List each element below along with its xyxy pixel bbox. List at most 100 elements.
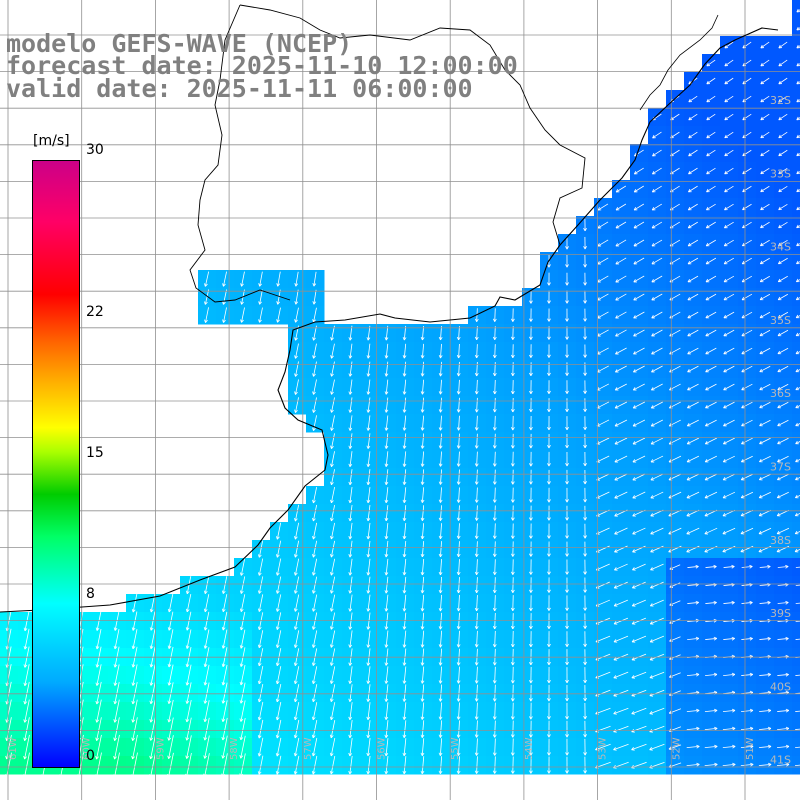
wind-arrow xyxy=(583,416,587,431)
wind-arrow xyxy=(293,719,300,739)
wind-arrow xyxy=(583,272,587,286)
wind-arrow xyxy=(565,487,569,503)
wind-arrow xyxy=(167,735,174,760)
wind-arrow xyxy=(239,700,246,722)
wind-arrow xyxy=(760,149,770,157)
wind-arrow xyxy=(633,185,644,193)
wind-arrow xyxy=(438,523,443,540)
wind-arrow xyxy=(651,383,663,391)
wind-arrow xyxy=(529,398,533,413)
wind-arrow xyxy=(149,611,156,631)
wind-arrow xyxy=(742,59,752,67)
field-cell xyxy=(792,522,800,541)
wind-arrow xyxy=(276,289,281,305)
wind-arrow xyxy=(651,275,663,283)
wind-arrow xyxy=(529,631,533,648)
wind-arrows xyxy=(5,8,800,778)
wind-arrow xyxy=(778,167,788,175)
latitude-label: 40S xyxy=(770,680,791,693)
wind-arrow xyxy=(456,326,461,341)
wind-arrow xyxy=(167,611,174,631)
wind-arrow xyxy=(420,505,425,521)
wind-arrow xyxy=(167,717,174,741)
wind-arrow xyxy=(547,595,551,611)
wind-arrow xyxy=(723,239,734,247)
wind-arrow xyxy=(795,746,800,748)
wind-arrow xyxy=(330,451,335,468)
field-cell xyxy=(792,414,800,433)
wind-arrow xyxy=(795,764,800,766)
wind-arrow xyxy=(565,541,569,557)
wind-arrow xyxy=(492,326,497,340)
wind-arrow xyxy=(795,440,800,445)
wind-arrow xyxy=(687,203,698,211)
wind-arrow xyxy=(759,455,771,463)
wind-arrow xyxy=(492,487,497,503)
wind-arrow xyxy=(294,504,300,522)
longitude-label: 56W xyxy=(377,737,388,760)
wind-arrow xyxy=(293,666,300,685)
wind-arrow xyxy=(796,116,800,121)
wind-arrow xyxy=(529,613,533,630)
wind-arrow xyxy=(420,343,425,359)
wind-arrow xyxy=(456,577,461,594)
wind-arrow xyxy=(239,558,246,576)
colorbar-tick-label: 22 xyxy=(86,303,104,320)
wind-arrow xyxy=(565,505,569,521)
wind-arrow xyxy=(311,755,318,775)
wind-arrow xyxy=(474,702,479,720)
longitude-label: 53W xyxy=(598,737,609,760)
wind-arrow xyxy=(438,594,443,612)
wind-arrow xyxy=(275,540,282,558)
wind-arrow xyxy=(366,487,371,504)
wind-arrow xyxy=(795,278,800,283)
wind-arrow xyxy=(705,257,717,265)
wind-arrow xyxy=(794,530,800,535)
wind-arrow xyxy=(131,629,138,650)
wind-arrow xyxy=(704,437,717,445)
wind-arrow xyxy=(688,95,698,103)
wind-arrow xyxy=(330,433,335,449)
wind-arrow xyxy=(456,594,461,612)
longitude-label: 52W xyxy=(671,737,682,760)
wind-arrow xyxy=(474,344,479,359)
latitude-label: 36S xyxy=(770,387,791,400)
wind-arrow xyxy=(704,762,718,767)
wind-arrow xyxy=(402,630,407,648)
wind-arrow xyxy=(95,699,102,723)
wind-arrow xyxy=(794,512,800,517)
wind-arrow xyxy=(705,347,717,355)
wind-arrow xyxy=(778,239,788,247)
wind-arrow xyxy=(615,185,627,193)
wind-arrow xyxy=(275,594,282,612)
wind-arrow xyxy=(203,611,210,631)
wind-arrow xyxy=(438,379,443,395)
wind-arrow xyxy=(758,473,771,481)
wind-arrow xyxy=(583,505,587,521)
wind-arrow xyxy=(795,350,800,355)
wind-arrow xyxy=(420,325,425,341)
wind-arrow xyxy=(650,455,664,463)
wind-arrow xyxy=(474,523,479,539)
wind-arrow xyxy=(687,239,699,247)
wind-arrow xyxy=(651,185,662,193)
wind-arrow xyxy=(759,600,771,605)
wind-arrow xyxy=(131,699,138,723)
wind-arrow xyxy=(167,664,174,686)
wind-arrow xyxy=(456,379,461,395)
wind-arrow xyxy=(615,257,627,265)
wind-arrow xyxy=(492,738,497,756)
wind-arrow xyxy=(149,682,156,705)
wind-arrow xyxy=(221,611,228,631)
longitude-label: 59W xyxy=(155,737,166,760)
wind-arrow xyxy=(510,577,515,593)
wind-arrow xyxy=(687,401,699,409)
wind-arrow xyxy=(583,685,587,702)
wind-arrow xyxy=(293,594,300,612)
wind-arrow xyxy=(547,272,551,286)
border-uruguay-brazil xyxy=(239,4,586,246)
wind-arrow xyxy=(704,491,718,499)
wind-arrow xyxy=(330,558,336,576)
wind-arrow xyxy=(777,275,788,283)
